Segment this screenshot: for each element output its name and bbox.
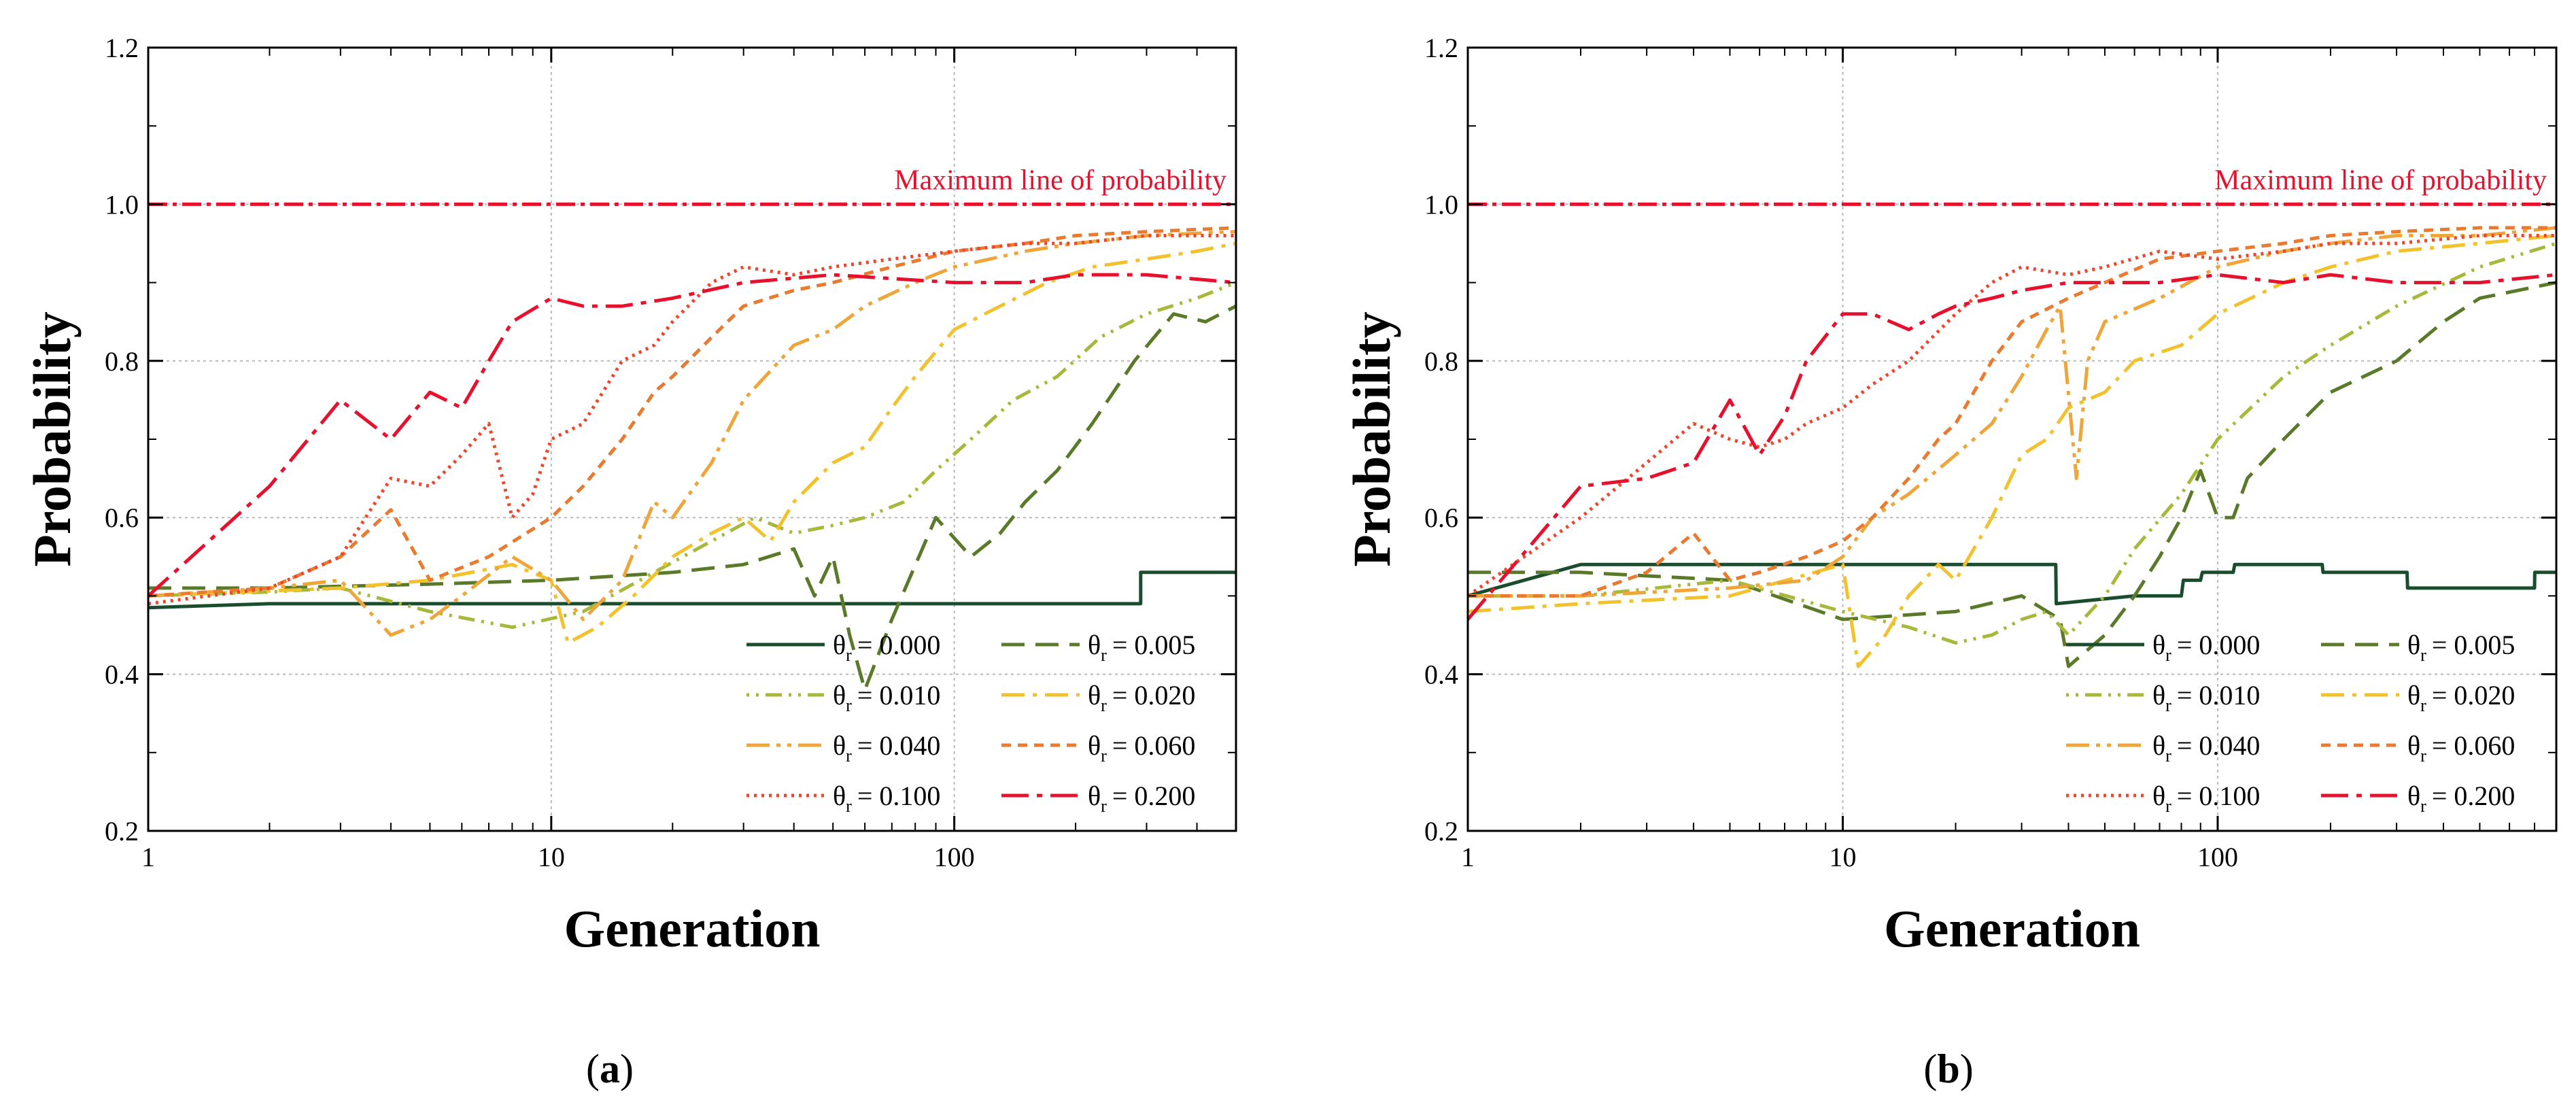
y-axis-title: Probability [1342, 311, 1401, 567]
panel-b: Maximum line of probability 0.2 0.4 0.6 0.8 1… [1342, 33, 2558, 1091]
y-tick-label: 0.4 [105, 660, 139, 690]
y-tick-label: 1.2 [105, 33, 139, 63]
y-axis-title: Probability [22, 311, 82, 567]
y-tick-label: 0.2 [1424, 816, 1458, 847]
y-tick-label: 0.8 [105, 346, 139, 377]
legend-label: θr = 0.200 [1088, 781, 1195, 816]
series-line-theta-060 [1468, 226, 2556, 598]
legend-label: θr = 0.020 [1088, 680, 1195, 715]
panel-caption: (b) [1923, 1046, 1973, 1091]
x-tick-label: 100 [2197, 842, 2238, 872]
legend-label: θr = 0.040 [2152, 730, 2260, 766]
series-line-theta-040 [148, 230, 1236, 637]
legend-label: θr = 0.010 [833, 680, 940, 715]
panel-caption: (a) [586, 1046, 634, 1091]
y-tick-label: 0.4 [1424, 660, 1458, 690]
legend-label: θr = 0.000 [833, 630, 940, 665]
y-tick-label: 0.2 [105, 816, 139, 847]
legend-item-theta-200: θr = 0.200 [1001, 781, 1195, 816]
series-line-theta-005 [148, 304, 1236, 692]
legend-label: θr = 0.000 [2152, 630, 2260, 665]
legend-label: θr = 0.060 [2407, 730, 2515, 766]
legend-item-theta-040: θr = 0.040 [2066, 730, 2260, 766]
series-line-theta-200 [148, 273, 1236, 598]
y-tick-label: 1.0 [105, 189, 139, 220]
series-line-theta-020 [1468, 234, 2556, 668]
x-tick-label: 10 [538, 842, 565, 872]
legend-item-theta-060: θr = 0.060 [2321, 730, 2515, 766]
y-tick-label: 0.6 [105, 502, 139, 533]
series-line-theta-005 [1468, 281, 2556, 668]
y-tick-label: 1.2 [1424, 33, 1458, 63]
legend-label: θr = 0.005 [1088, 630, 1195, 665]
legend: θr = 0.000 θr = 0.005 θr = 0.010 θr = 0.020 θr = … [746, 630, 1195, 816]
max-probability-label: Maximum line of probability [894, 165, 1226, 196]
y-tick-label: 0.8 [1424, 346, 1458, 377]
legend-item-theta-000: θr = 0.000 [2066, 630, 2260, 665]
series-line-theta-000 [148, 570, 1236, 610]
y-tick-label: 0.6 [1424, 502, 1458, 533]
legend-item-theta-200: θr = 0.200 [2321, 781, 2515, 816]
legend: θr = 0.000 θr = 0.005 θr = 0.010 θr = 0.020 θr = … [2066, 630, 2515, 816]
series-line-theta-060 [148, 226, 1236, 598]
legend-item-theta-005: θr = 0.005 [2321, 630, 2515, 665]
x-tick-label: 100 [934, 842, 975, 872]
x-tick-label: 1 [141, 842, 155, 872]
legend-item-theta-010: θr = 0.010 [2066, 680, 2260, 715]
panel-a: Maximum line of probability 0.2 0.4 0.6 0.8 1… [22, 33, 1237, 1091]
x-axis-title: Generation [1884, 899, 2140, 958]
legend-item-theta-060: θr = 0.060 [1001, 730, 1195, 766]
legend-item-theta-020: θr = 0.020 [2321, 680, 2515, 715]
series-line-theta-010 [148, 281, 1236, 629]
legend-label: θr = 0.100 [2152, 781, 2260, 816]
x-tick-label: 1 [1461, 842, 1475, 872]
legend-label: θr = 0.005 [2407, 630, 2515, 665]
legend-item-theta-020: θr = 0.020 [1001, 680, 1195, 715]
y-tick-label: 1.0 [1424, 189, 1458, 220]
legend-label: θr = 0.200 [2407, 781, 2515, 816]
max-probability-label: Maximum line of probability [2214, 165, 2547, 196]
legend-label: θr = 0.020 [2407, 680, 2515, 715]
legend-label: θr = 0.040 [833, 730, 940, 766]
series-line-theta-100 [1468, 234, 2556, 598]
legend-item-theta-000: θr = 0.000 [746, 630, 940, 665]
series-line-theta-000 [1468, 562, 2556, 606]
series-line-theta-010 [1468, 241, 2556, 645]
legend-label: θr = 0.010 [2152, 680, 2260, 715]
legend-item-theta-040: θr = 0.040 [746, 730, 940, 766]
series-line-theta-040 [1468, 226, 2556, 598]
legend-item-theta-100: θr = 0.100 [2066, 781, 2260, 816]
x-tick-label: 10 [1829, 842, 1856, 872]
series-line-theta-200 [1468, 273, 2556, 621]
series-line-theta-020 [148, 241, 1236, 645]
legend-item-theta-005: θr = 0.005 [1001, 630, 1195, 665]
legend-item-theta-100: θr = 0.100 [746, 781, 940, 816]
legend-item-theta-010: θr = 0.010 [746, 680, 940, 715]
legend-label: θr = 0.100 [833, 781, 940, 816]
legend-label: θr = 0.060 [1088, 730, 1195, 766]
series-line-theta-100 [148, 234, 1236, 606]
x-axis-title: Generation [564, 899, 821, 958]
